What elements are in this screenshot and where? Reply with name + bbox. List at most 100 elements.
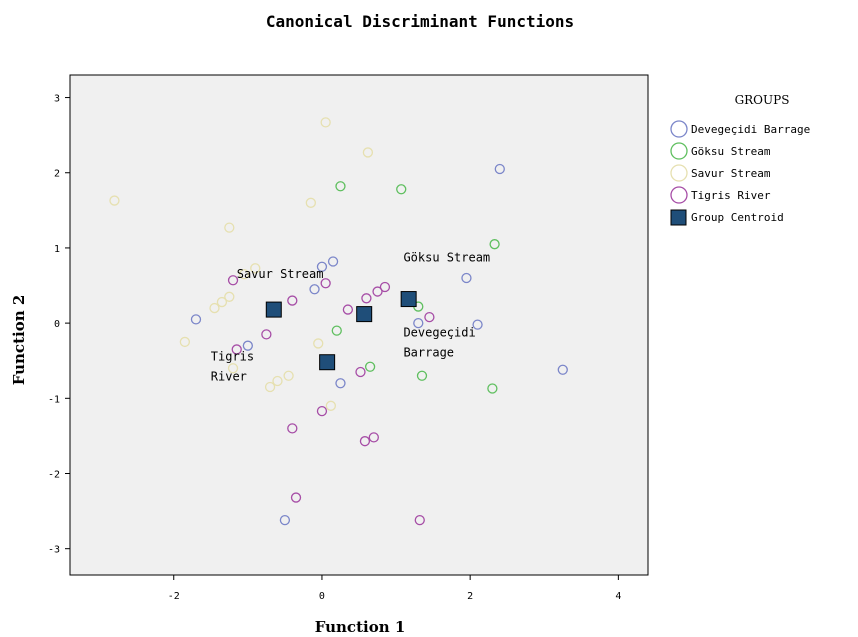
annotation-line: Barrage	[403, 346, 454, 360]
data-point	[231, 344, 242, 355]
x-tick-label: 4	[615, 591, 621, 602]
legend-marker	[670, 186, 688, 204]
data-point	[364, 361, 376, 372]
data-point	[489, 239, 500, 250]
data-point	[424, 311, 435, 323]
data-point	[261, 329, 272, 340]
legend-label: Tigris River	[691, 189, 771, 202]
data-point	[461, 272, 472, 284]
annotation-line: Savur Stream	[237, 267, 324, 281]
x-axis-title: Function 1	[315, 618, 406, 636]
x-tick-label: 2	[467, 591, 473, 602]
data-point	[227, 275, 239, 286]
legend-title: GROUPS	[735, 93, 790, 107]
x-tick-label: -2	[168, 591, 180, 602]
data-point	[316, 405, 328, 417]
annotation-line: Devegeçidi	[403, 326, 475, 340]
legend-marker	[670, 209, 687, 226]
data-point	[557, 364, 568, 375]
y-tick-label: -3	[48, 545, 60, 556]
y-tick-label: 2	[54, 169, 60, 180]
data-point	[264, 381, 276, 393]
series-3	[227, 275, 435, 526]
data-point	[227, 363, 239, 374]
legend-items: Devegeçidi Barrage Göksu Stream Savur Stre…	[670, 120, 810, 226]
data-point	[305, 197, 316, 208]
data-point	[368, 432, 379, 443]
data-point	[396, 184, 407, 195]
group-annotation: Tigris River	[211, 350, 254, 384]
group-annotations: Savur Stream Göksu Stream Devegeçidi Barrag…	[211, 250, 490, 383]
series-1	[331, 181, 500, 394]
legend-label: Group Centroid	[691, 211, 784, 224]
data-point	[379, 281, 391, 293]
y-tick-label: 3	[54, 94, 60, 105]
data-point	[287, 295, 298, 306]
annotation-line: Göksu Stream	[403, 250, 490, 264]
data-point	[320, 117, 331, 128]
annotation-line: Tigris	[211, 350, 254, 364]
y-tick-label: -2	[48, 469, 60, 480]
data-point	[272, 375, 283, 387]
y-tick-label: 0	[54, 319, 60, 330]
data-point	[362, 147, 374, 158]
data-point	[242, 340, 253, 351]
data-point	[342, 304, 354, 315]
data-point	[109, 195, 120, 206]
centroid-marker	[400, 291, 417, 308]
data-point	[290, 492, 302, 503]
centroid-marker	[265, 301, 282, 318]
group-annotation: Göksu Stream	[403, 250, 490, 264]
legend-marker	[670, 142, 688, 160]
group-annotation: Savur Stream	[237, 267, 324, 281]
data-point	[331, 325, 342, 336]
plot-area	[69, 74, 649, 576]
data-point	[413, 317, 424, 329]
axis-ticks: -2 0 2 4 3 2 1 0 -1 -2 -3	[48, 94, 621, 602]
data-point	[335, 181, 346, 192]
data-points	[109, 117, 568, 526]
data-point	[316, 261, 328, 272]
group-annotation: Devegeçidi Barrage	[403, 326, 475, 360]
annotation-line: River	[211, 370, 247, 384]
data-point	[279, 514, 291, 526]
series-2	[109, 117, 374, 411]
centroid-marker	[356, 306, 373, 323]
data-point	[209, 302, 220, 314]
data-point	[309, 284, 320, 295]
chart-title: Canonical Discriminant Functions	[266, 12, 574, 31]
legend-label: Savur Stream	[691, 167, 771, 180]
data-point	[487, 383, 498, 394]
data-point	[287, 423, 298, 434]
data-point	[238, 269, 250, 280]
data-point	[224, 291, 235, 302]
legend-label: Göksu Stream	[691, 145, 771, 158]
data-point	[472, 319, 483, 330]
data-point	[190, 314, 202, 325]
data-point	[355, 366, 366, 378]
legend-label: Devegeçidi Barrage	[691, 123, 810, 136]
data-point	[325, 400, 336, 411]
legend: GROUPS Devegeçidi Barrage Göksu Stream Sav…	[670, 93, 810, 226]
legend-marker	[670, 120, 688, 138]
data-point	[359, 436, 371, 447]
data-point	[216, 296, 228, 308]
data-point	[313, 338, 324, 349]
data-point	[179, 336, 191, 348]
y-axis-title: Function 2	[10, 295, 28, 386]
centroid-marker	[319, 354, 336, 371]
data-point	[320, 278, 331, 289]
data-point	[250, 263, 261, 274]
data-point	[283, 370, 294, 381]
data-point	[494, 163, 505, 175]
data-point	[335, 378, 346, 389]
x-tick-label: 0	[319, 591, 325, 602]
data-point	[416, 370, 428, 381]
series-0	[190, 163, 568, 526]
data-point	[224, 222, 235, 233]
y-tick-label: 1	[54, 244, 60, 255]
data-point	[414, 514, 425, 526]
data-point	[361, 293, 372, 304]
data-point	[327, 256, 339, 267]
